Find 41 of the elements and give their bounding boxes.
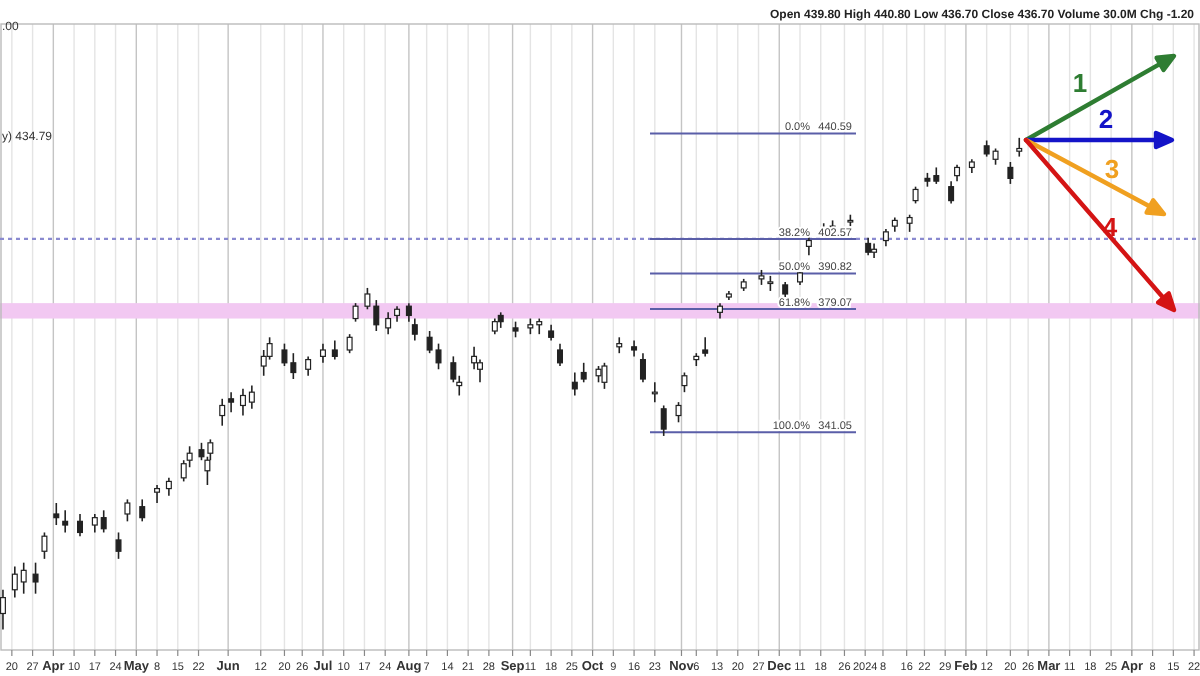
candlestick [411,317,418,342]
candlestick [248,384,255,410]
candlestick [115,531,122,560]
candlestick [305,355,312,377]
candlestick [616,336,623,354]
candlestick [871,242,878,259]
candlestick [1007,161,1014,185]
candlestick [32,561,39,595]
candlestick [1016,137,1023,158]
candlestick [77,513,83,537]
candlestick [580,362,587,384]
candlestick [346,333,353,354]
candlestick [228,391,235,413]
candlestick [639,352,646,384]
candlestick [219,398,226,427]
candlestick [53,502,60,526]
candlestick [385,311,392,335]
candlestick [281,342,288,367]
candlestick [100,509,107,534]
candlestick [124,498,131,523]
annotation: 1 [1072,68,1088,98]
candlestick [660,404,667,437]
candlestick [20,561,27,595]
candlestick [435,342,442,371]
candlestick [405,302,412,323]
candlestick [154,484,161,504]
annotation: 2 [1098,104,1114,134]
candlestick [681,371,688,393]
candlestick [319,342,326,364]
candlestick [675,401,682,424]
annotation: 3 [1104,154,1120,184]
candlestick [139,498,146,523]
candlestick [702,336,709,358]
candlestick [557,342,563,367]
candlestick [41,531,48,560]
candlestick [948,180,955,205]
candlestick [331,339,338,361]
candlestick [352,302,359,323]
candlestick [571,371,578,397]
candlestick [601,362,608,390]
candlestick [62,509,69,534]
